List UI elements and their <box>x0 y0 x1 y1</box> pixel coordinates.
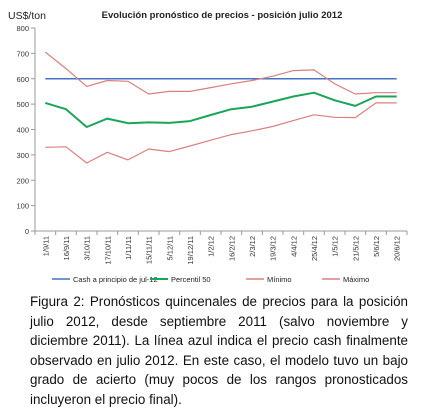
plot-area: 0 100 200 300 400 500 600 700 800 1/9/11 16/9/11 3/… <box>16 24 408 265</box>
x-tick-label: 4/4/12 <box>289 236 298 257</box>
x-tick-label: 25/4/12 <box>310 236 319 261</box>
y-tick-label: 300 <box>16 151 29 160</box>
x-tick-label: 1/9/11 <box>41 236 50 256</box>
legend-label: Cash a principio de jul-12 <box>73 275 158 284</box>
y-tick-label: 400 <box>16 126 29 135</box>
x-tick-label: 3/10/11 <box>83 236 92 260</box>
y-tick-label: 700 <box>16 49 29 58</box>
y-axis-label: US$/ton <box>8 10 46 22</box>
x-tick-label: 1/11/11 <box>124 236 133 260</box>
y-tick-label: 100 <box>16 202 29 211</box>
x-tick-label: 1/2/12 <box>207 236 216 257</box>
series-line-maximo <box>44 51 397 95</box>
y-tick-label: 500 <box>16 100 29 109</box>
x-tick-label: 16/2/12 <box>227 236 236 261</box>
y-tick-label: 600 <box>16 75 29 84</box>
x-tick-label: 1/5/12 <box>331 236 340 257</box>
x-tick-label: 17/10/11 <box>103 236 112 265</box>
x-tick-label: 20/6/12 <box>393 236 402 261</box>
legend-label: Máximo <box>343 275 369 284</box>
figure-caption: Figura 2: Pronósticos quincenales de pre… <box>30 294 408 407</box>
x-tick-label: 5/12/11 <box>165 236 174 260</box>
series-line-minimo <box>45 102 397 164</box>
series-line-percentil-50 <box>45 91 397 128</box>
x-tick-label: 19/12/11 <box>186 236 195 265</box>
legend-label: Mínimo <box>267 275 292 284</box>
x-tick-label: 2/3/12 <box>248 236 257 257</box>
legend: Cash a principio de jul-12 Percentil 50 Mí… <box>52 275 369 284</box>
x-tick-label: 16/9/11 <box>62 236 71 260</box>
x-tick-label: 15/11/11 <box>145 236 154 264</box>
chart-title: Evolución pronóstico de precios - posici… <box>102 10 343 21</box>
y-tick-label: 800 <box>16 24 29 33</box>
x-tick-label: 19/3/12 <box>269 236 278 261</box>
y-tick-label: 200 <box>16 176 29 185</box>
legend-label: Percentil 50 <box>171 275 211 284</box>
x-tick-label: 5/6/12 <box>372 236 381 257</box>
x-tick-label: 21/5/12 <box>351 236 360 261</box>
y-tick-label: 0 <box>25 227 29 236</box>
chart-container: US$/ton Evolución pronóstico de precios … <box>8 10 408 284</box>
line-chart: US$/ton Evolución pronóstico de precios … <box>8 10 408 284</box>
